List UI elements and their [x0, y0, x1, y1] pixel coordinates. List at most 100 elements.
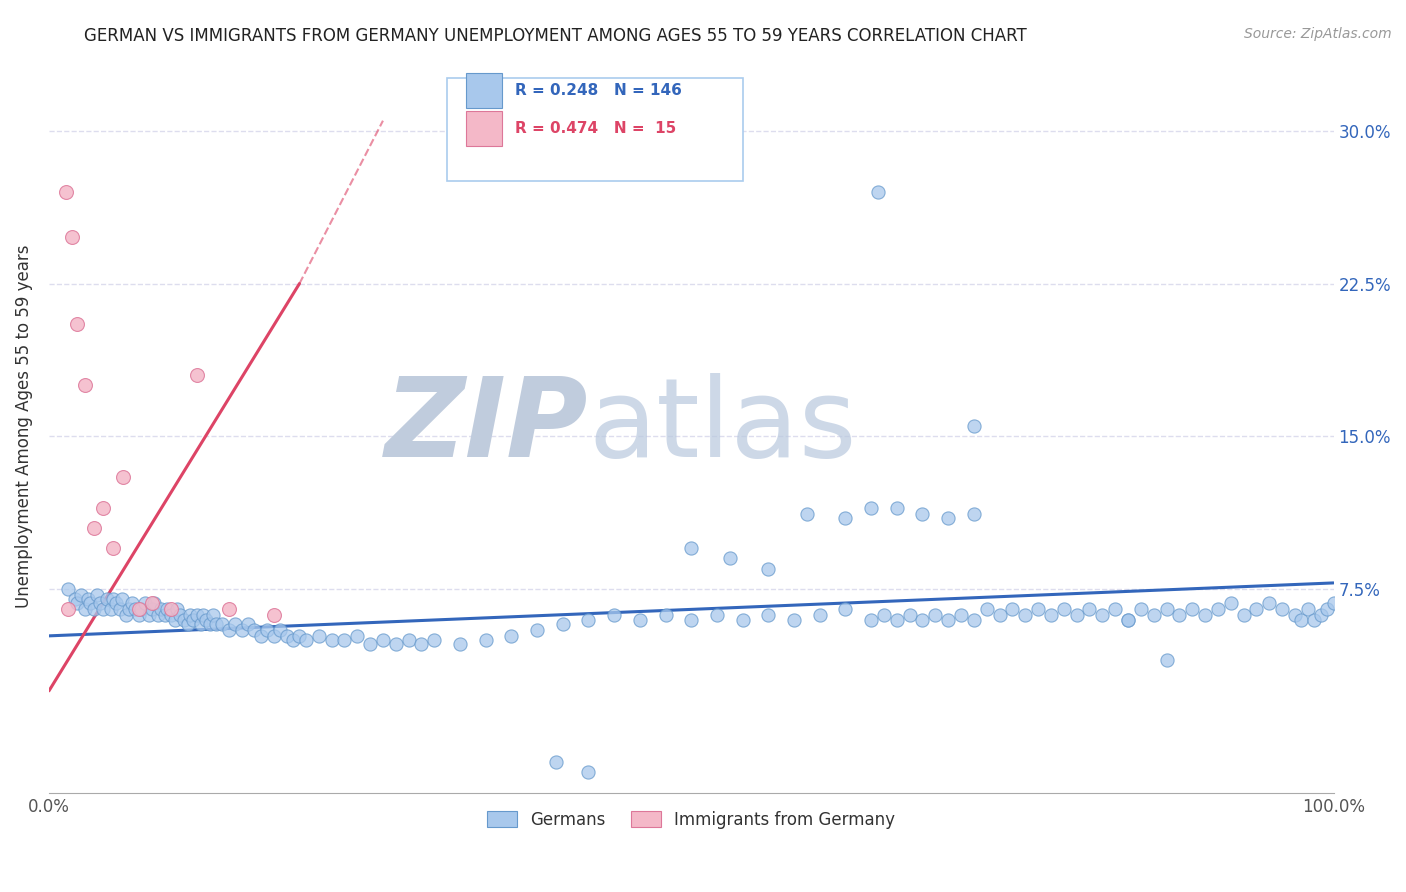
Point [58, 602, 80, 616]
Point [1296, 602, 1319, 616]
Point [1116, 613, 1139, 627]
Point [976, 602, 998, 616]
Point [194, 613, 217, 627]
Point [121, 596, 143, 610]
Point [371, 632, 394, 647]
Point [218, 623, 240, 637]
Point [1066, 608, 1088, 623]
Point [243, 623, 266, 637]
Point [186, 608, 208, 623]
Point [112, 470, 135, 484]
Point [526, 623, 548, 637]
Text: atlas: atlas [589, 373, 858, 480]
Point [860, 613, 883, 627]
Point [138, 608, 160, 623]
Point [70, 588, 93, 602]
Point [111, 592, 134, 607]
Point [149, 602, 172, 616]
Point [295, 632, 318, 647]
Point [873, 608, 896, 623]
Point [60, 229, 83, 244]
Point [281, 632, 304, 647]
Point [681, 541, 703, 556]
Point [169, 608, 191, 623]
Point [73, 378, 96, 392]
Point [103, 592, 125, 607]
Point [783, 613, 806, 627]
Point [706, 608, 728, 623]
Point [128, 602, 150, 616]
Point [1246, 602, 1268, 616]
Point [546, 755, 568, 769]
Text: Source: ZipAtlas.com: Source: ZipAtlas.com [1244, 27, 1392, 41]
Point [1156, 653, 1178, 667]
Point [924, 608, 946, 623]
Text: GERMAN VS IMMIGRANTS FROM GERMANY UNEMPLOYMENT AMONG AGES 55 TO 59 YEARS CORRELA: GERMAN VS IMMIGRANTS FROM GERMANY UNEMPL… [84, 27, 1028, 45]
Point [1194, 608, 1216, 623]
Point [173, 613, 195, 627]
Point [834, 602, 856, 616]
Point [1039, 608, 1062, 623]
Point [359, 637, 381, 651]
Point [1232, 608, 1254, 623]
Point [202, 608, 225, 623]
Point [177, 616, 200, 631]
Point [385, 637, 408, 651]
Point [211, 616, 233, 631]
Text: ZIP: ZIP [385, 373, 589, 480]
Point [1053, 602, 1076, 616]
Point [79, 596, 101, 610]
Point [131, 602, 153, 616]
Point [96, 592, 118, 607]
Point [756, 562, 779, 576]
Point [936, 510, 959, 524]
Point [1143, 608, 1166, 623]
Point [1303, 613, 1326, 627]
Point [834, 510, 856, 524]
Point [936, 613, 959, 627]
Point [963, 613, 986, 627]
Point [269, 623, 291, 637]
Point [166, 602, 188, 616]
Point [411, 637, 433, 651]
Point [808, 608, 831, 623]
Point [1078, 602, 1101, 616]
Point [205, 616, 228, 631]
Point [236, 616, 259, 631]
Point [276, 629, 298, 643]
Legend: Germans, Immigrants from Germany: Germans, Immigrants from Germany [481, 805, 901, 836]
Point [66, 318, 89, 332]
Point [179, 608, 201, 623]
Point [1116, 613, 1139, 627]
Point [160, 602, 183, 616]
Point [603, 608, 626, 623]
Point [886, 613, 908, 627]
Point [181, 613, 204, 627]
Point [578, 765, 600, 780]
Point [224, 616, 246, 631]
Point [89, 596, 111, 610]
Point [55, 185, 77, 199]
Point [988, 608, 1011, 623]
Point [1091, 608, 1114, 623]
Point [578, 613, 600, 627]
Point [83, 521, 105, 535]
Point [796, 507, 818, 521]
Bar [467, 111, 502, 146]
Point [250, 629, 273, 643]
Point [1219, 596, 1241, 610]
FancyBboxPatch shape [447, 78, 742, 180]
Point [333, 632, 356, 647]
Point [103, 541, 125, 556]
Text: R = 0.248   N = 146: R = 0.248 N = 146 [515, 83, 682, 98]
Point [191, 608, 214, 623]
Point [551, 616, 574, 631]
Point [963, 419, 986, 434]
Point [681, 613, 703, 627]
Point [963, 507, 986, 521]
Point [628, 613, 651, 627]
Point [911, 507, 934, 521]
Point [1001, 602, 1024, 616]
Point [1258, 596, 1281, 610]
Point [117, 602, 139, 616]
